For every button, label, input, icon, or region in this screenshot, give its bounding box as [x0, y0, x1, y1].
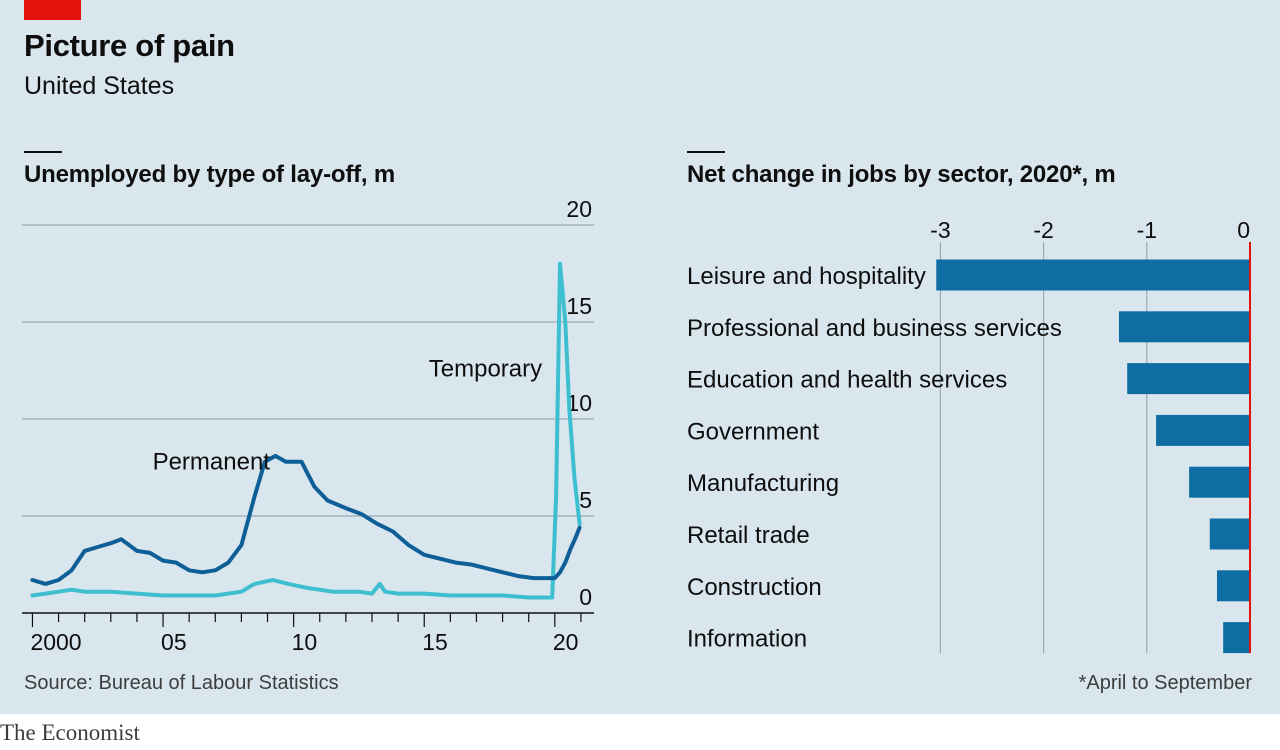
bar [1216, 570, 1250, 602]
category-label: Leisure and hospitality [687, 263, 926, 290]
brand-tag [24, 0, 81, 20]
category-label: Professional and business services [687, 315, 1062, 342]
bar [1223, 622, 1250, 654]
x-tick-label: 0 [1237, 217, 1250, 243]
source-note: Source: Bureau of Labour Statistics [24, 672, 339, 694]
x-tick-label: 10 [292, 629, 318, 655]
y-tick-label: 20 [566, 196, 592, 222]
category-label: Government [687, 418, 819, 445]
bar [1209, 518, 1250, 550]
page-title: Picture of pain [24, 28, 235, 63]
right-title-rule [687, 151, 725, 153]
x-tick-label: 05 [161, 629, 187, 655]
series-label-temporary: Temporary [429, 355, 542, 382]
bar [1156, 414, 1250, 446]
bar [1118, 311, 1250, 343]
category-label: Manufacturing [687, 470, 839, 497]
x-tick-label: 15 [422, 629, 448, 655]
footnote: *April to September [1078, 672, 1252, 694]
y-tick-label: 5 [579, 487, 592, 513]
series-line-permanent [30, 453, 582, 586]
page-subtitle: United States [24, 72, 175, 100]
category-label: Retail trade [687, 522, 810, 549]
bar [1127, 363, 1250, 395]
y-tick-label: 0 [579, 584, 592, 610]
category-label: Education and health services [687, 367, 1007, 394]
series-line-temporary [30, 261, 582, 600]
category-label: Construction [687, 574, 822, 601]
left-title-rule [24, 151, 62, 153]
category-label: Information [687, 626, 807, 653]
line-chart-title: Unemployed by type of lay-off, m [24, 161, 395, 188]
bar [936, 259, 1250, 291]
x-tick-label: 20 [553, 629, 579, 655]
x-tick-label: -3 [930, 217, 950, 243]
brand-logo: The Economist [0, 720, 140, 745]
bar-chart-title: Net change in jobs by sector, 2020*, m [687, 161, 1116, 188]
series-label-permanent: Permanent [153, 448, 271, 475]
x-tick-label: -2 [1033, 217, 1053, 243]
bar [1189, 466, 1250, 498]
y-tick-label: 15 [566, 293, 592, 319]
x-tick-label: -1 [1137, 217, 1157, 243]
x-tick-label: 2000 [30, 629, 81, 655]
